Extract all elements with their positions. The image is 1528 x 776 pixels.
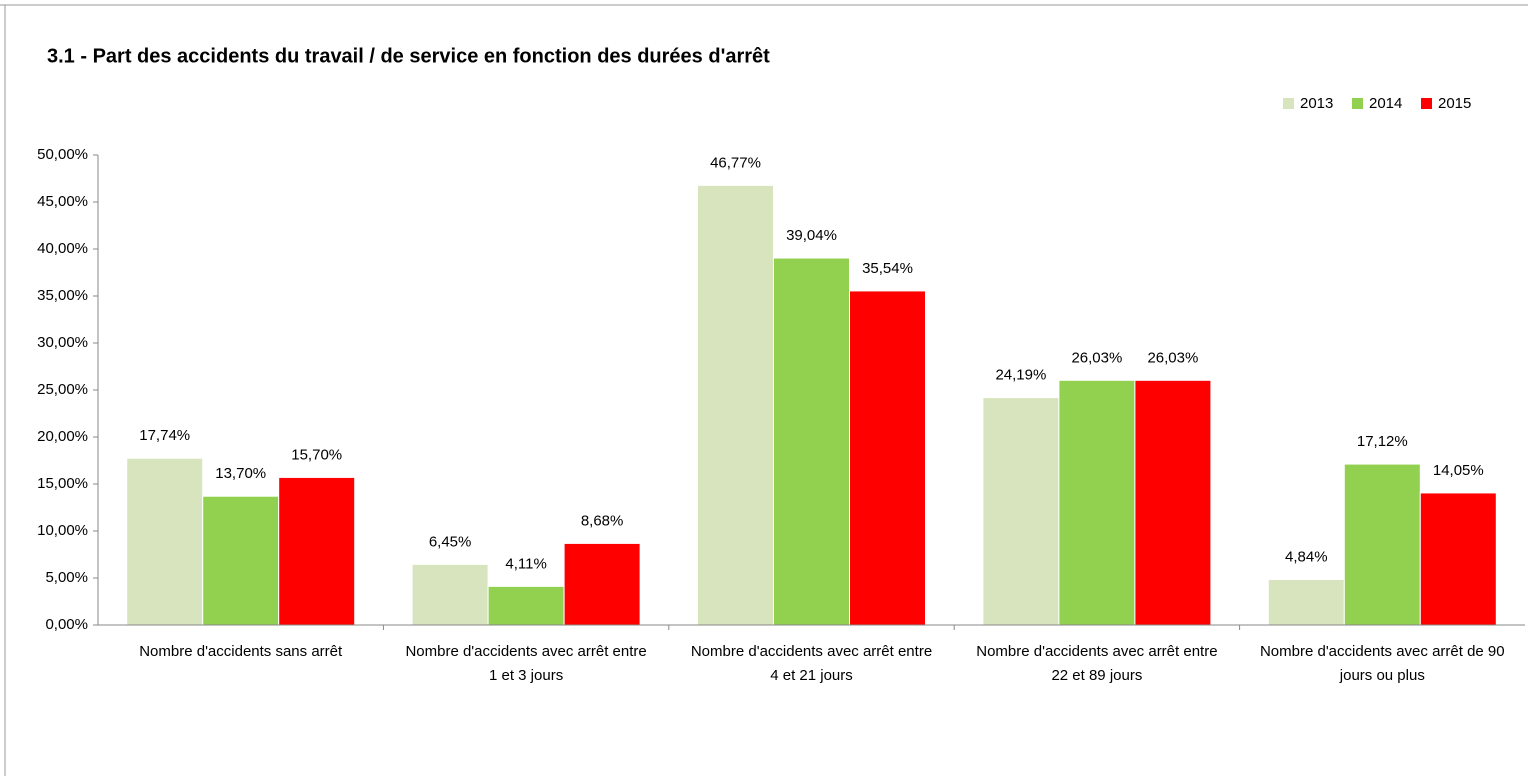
x-tick-label: Nombre d'accidents avec arrêt entre 1 et… bbox=[405, 643, 647, 684]
bar bbox=[1134, 379, 1212, 626]
legend-label: 2015 bbox=[1438, 95, 1471, 112]
value-label: 6,45% bbox=[429, 533, 472, 550]
bar bbox=[697, 184, 774, 626]
y-tick-label: 20,00% bbox=[37, 428, 88, 445]
value-label: 24,19% bbox=[995, 367, 1046, 384]
y-tick-label: 35,00% bbox=[37, 287, 88, 304]
value-label: 26,03% bbox=[1071, 349, 1122, 366]
bar bbox=[1419, 492, 1497, 626]
y-tick-label: 40,00% bbox=[37, 240, 88, 257]
bar bbox=[1267, 579, 1345, 626]
chart-title: 3.1 - Part des accidents du travail / de… bbox=[47, 45, 770, 67]
value-label: 14,05% bbox=[1433, 462, 1484, 479]
legend-label: 2014 bbox=[1369, 95, 1402, 112]
bar bbox=[202, 495, 280, 626]
y-tick-label: 30,00% bbox=[37, 334, 88, 351]
bar bbox=[278, 476, 356, 626]
bar bbox=[126, 457, 204, 626]
value-label: 46,77% bbox=[710, 154, 761, 171]
legend-label: 2013 bbox=[1300, 95, 1333, 112]
bar bbox=[563, 542, 641, 626]
bar bbox=[1058, 379, 1136, 626]
y-tick-label: 15,00% bbox=[37, 475, 88, 492]
x-tick-label: Nombre d'accidents avec arrêt entre 22 e… bbox=[976, 643, 1218, 684]
value-label: 4,11% bbox=[505, 555, 546, 572]
value-label: 35,54% bbox=[862, 260, 913, 277]
bar bbox=[773, 257, 850, 626]
legend-swatch bbox=[1352, 98, 1363, 109]
y-tick-label: 25,00% bbox=[37, 381, 88, 398]
legend-swatch bbox=[1283, 98, 1294, 109]
y-tick-label: 50,00% bbox=[37, 146, 88, 163]
bar bbox=[487, 585, 565, 626]
value-label: 15,70% bbox=[291, 446, 342, 463]
value-label: 17,12% bbox=[1357, 433, 1408, 450]
bar bbox=[411, 563, 489, 626]
x-tick-label: Nombre d'accidents sans arrêt bbox=[139, 643, 343, 660]
y-tick-label: 5,00% bbox=[45, 569, 88, 586]
x-tick-label: Nombre d'accidents avec arrêt de 90 jour… bbox=[1259, 643, 1505, 684]
legend-swatch bbox=[1421, 98, 1432, 109]
value-label: 17,74% bbox=[139, 427, 190, 444]
y-tick-label: 0,00% bbox=[45, 616, 88, 633]
bar bbox=[1343, 463, 1421, 626]
value-label: 4,84% bbox=[1285, 548, 1328, 565]
y-tick-label: 45,00% bbox=[37, 193, 88, 210]
bar bbox=[982, 397, 1060, 626]
x-tick-label: Nombre d'accidents avec arrêt entre 4 et… bbox=[690, 643, 933, 684]
value-label: 39,04% bbox=[786, 227, 837, 244]
y-tick-label: 10,00% bbox=[37, 522, 88, 539]
value-label: 26,03% bbox=[1147, 349, 1198, 366]
value-label: 13,70% bbox=[215, 465, 266, 482]
value-label: 8,68% bbox=[581, 512, 624, 529]
bar bbox=[849, 290, 926, 626]
